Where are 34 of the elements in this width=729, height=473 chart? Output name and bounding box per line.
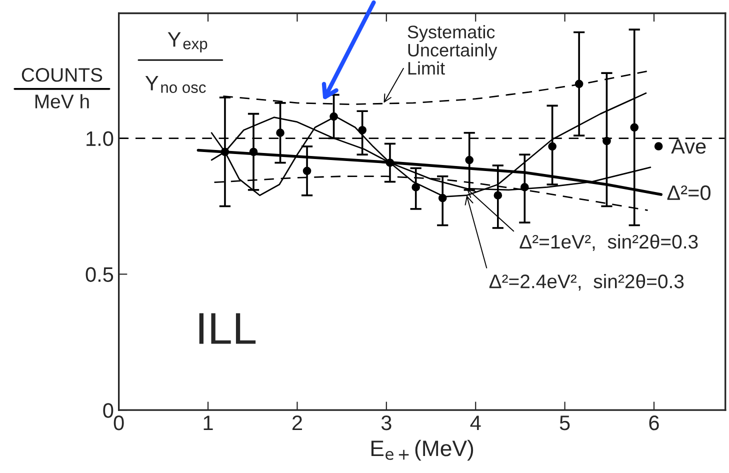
- x-tick-label: 1: [204, 416, 213, 430]
- annotation: Systematic Uncertainly Limit: [408, 25, 498, 75]
- point: [358, 126, 366, 134]
- point: [220, 148, 230, 156]
- point: [302, 166, 312, 176]
- annotation: ILL: [199, 313, 256, 344]
- point: [602, 136, 611, 146]
- point: [330, 112, 338, 121]
- y-tick-label: 0: [103, 403, 114, 418]
- point: [276, 128, 284, 138]
- x-tick-label: 0: [114, 416, 124, 430]
- y-tick-label: 1.0: [86, 131, 114, 146]
- point: [386, 158, 394, 167]
- x-tick-label: 2: [292, 416, 302, 430]
- text: Δ²=1eV², sin²2θ=0.3: [520, 234, 698, 251]
- point: [520, 183, 529, 192]
- legend-label: Ave: [671, 139, 706, 154]
- x-axis-title: E$_{e+}$(MeV): [371, 440, 474, 461]
- y-axis-title: COUNTS MeV h: [22, 68, 102, 108]
- y-tick-label: 0.5: [86, 267, 114, 282]
- x-tick-label: 6: [649, 416, 659, 430]
- point: [465, 156, 474, 164]
- point: [412, 183, 420, 192]
- x-tick-label: 3: [381, 416, 392, 430]
- point: [438, 194, 447, 202]
- point: [630, 123, 639, 132]
- point: [249, 148, 258, 156]
- x-tick-label: 4: [470, 416, 481, 430]
- point: [574, 80, 584, 88]
- series-label: Δ²=0: [667, 185, 710, 200]
- point: [548, 142, 556, 151]
- point: [494, 191, 502, 200]
- text: Δ²=2.4eV², sin²2θ=0.3: [489, 274, 684, 291]
- x-tick-label: 5: [560, 416, 570, 430]
